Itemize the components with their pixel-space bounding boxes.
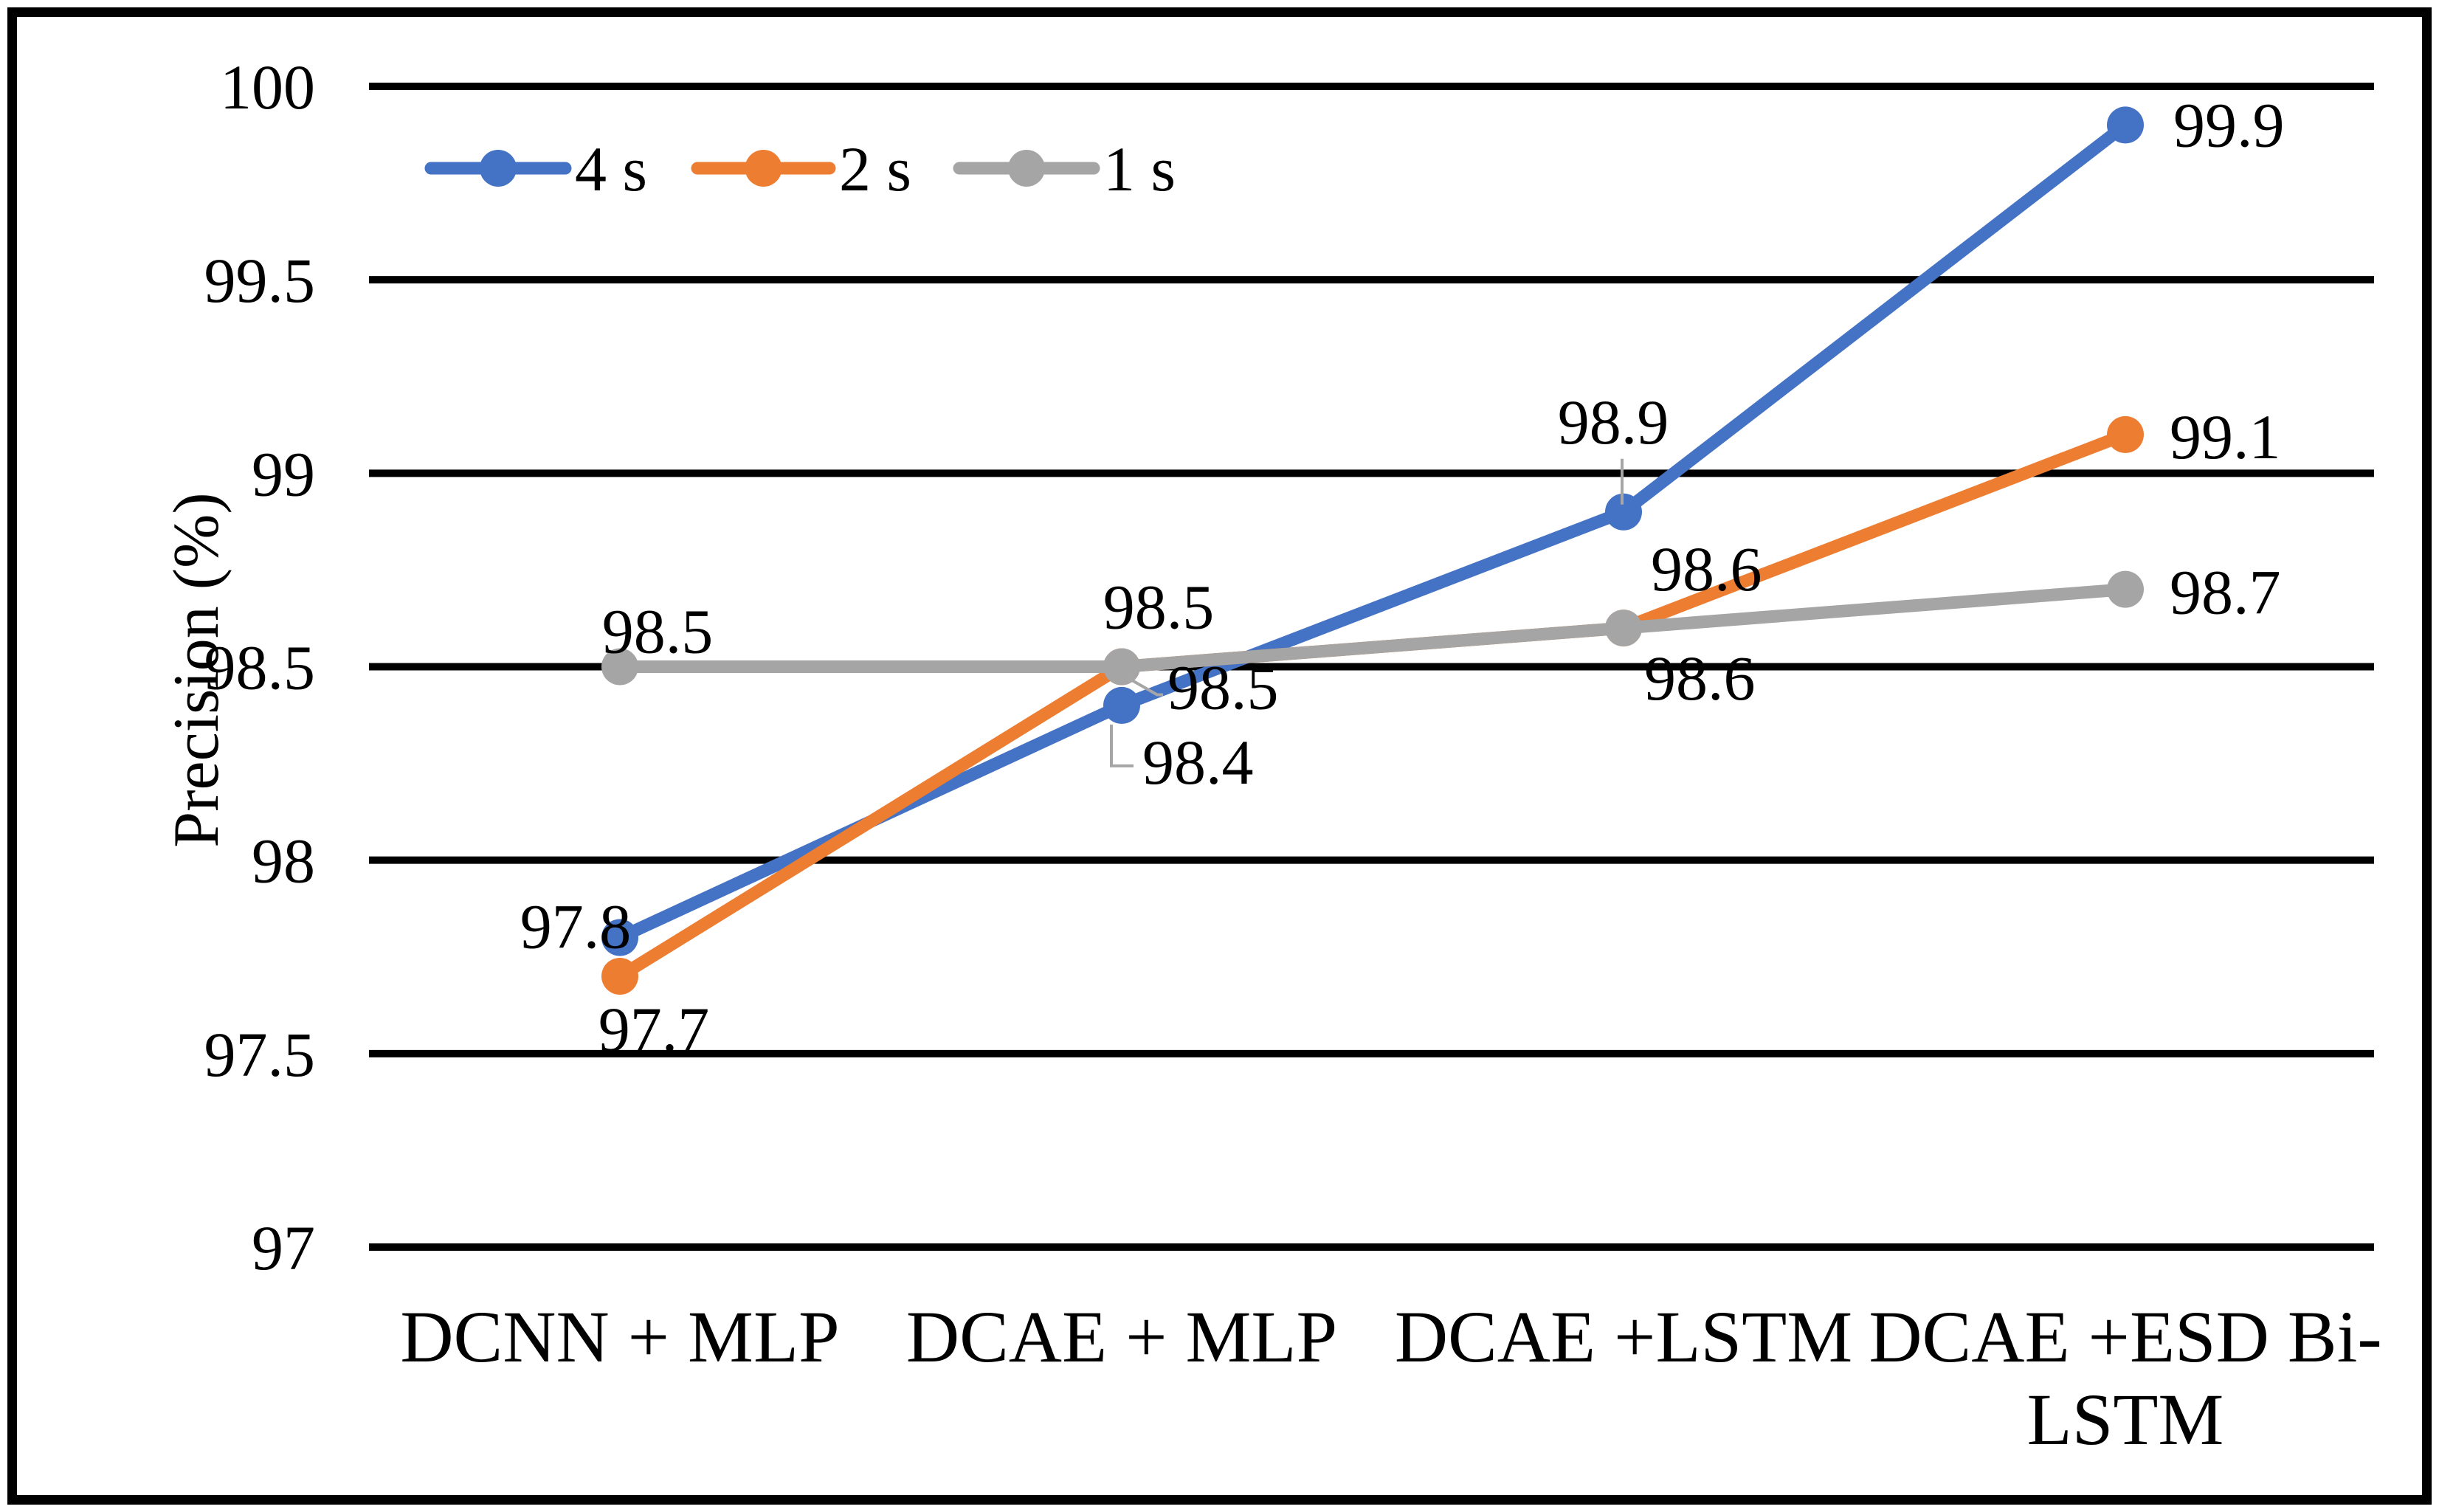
data-label: 99.1 xyxy=(2170,401,2281,472)
data-label: 97.7 xyxy=(598,994,710,1065)
category-label: DCAE +LSTM xyxy=(1395,1296,1852,1378)
label-leader-line xyxy=(1127,676,1163,697)
outer-border xyxy=(7,7,2432,1505)
data-labels-2s: 97.7 98.5 98.6 99.1 xyxy=(598,401,2281,1065)
plot-gridlines xyxy=(369,83,2374,1251)
category-label: DCAE +ESD Bi- xyxy=(1869,1296,2381,1378)
category-label: DCNN + MLP xyxy=(400,1296,839,1378)
y-tick-label-100: 100 xyxy=(220,52,315,122)
legend-item-2s: 2 s xyxy=(691,134,911,204)
y-tick-label-98: 98 xyxy=(252,826,315,897)
category-label: LSTM xyxy=(2027,1378,2224,1460)
data-point-marker-98.6 xyxy=(1605,610,1642,647)
legend-marker-icon xyxy=(480,150,517,187)
x-axis-category-labels: DCNN + MLP DCAE + MLP DCAE +LSTM DCAE +ESD … xyxy=(400,1296,2381,1460)
data-labels-1s: 98.5 98.5 98.6 98.7 xyxy=(602,557,2281,723)
data-label: 98.4 xyxy=(1142,727,1254,798)
data-point-marker-99.1 xyxy=(2107,415,2144,453)
data-label: 98.5 xyxy=(602,596,714,667)
data-label: 97.8 xyxy=(520,891,632,962)
data-point-marker-98.5 xyxy=(1103,648,1140,686)
data-label: 98.5 xyxy=(1167,652,1279,723)
y-tick-label-97: 97 xyxy=(252,1212,315,1283)
data-point-marker-99.9 xyxy=(2107,106,2144,144)
y-axis-tick-labels: 100 99.5 99 98.5 98 97.5 97 xyxy=(204,52,316,1283)
legend-label: 2 s xyxy=(839,134,911,204)
data-labels-4s: 97.8 98.4 98.9 99.9 xyxy=(520,89,2285,962)
legend: 4 s 2 s 1 s xyxy=(424,134,1176,204)
legend-marker-icon xyxy=(745,150,782,187)
data-point-marker-98.5 xyxy=(601,648,638,686)
y-tick-label-99: 99 xyxy=(252,438,315,509)
category-label: DCAE + MLP xyxy=(906,1296,1337,1378)
legend-item-1s: 1 s xyxy=(953,134,1176,204)
data-label: 99.9 xyxy=(2173,89,2285,160)
legend-label: 4 s xyxy=(575,134,647,204)
legend-item-4s: 4 s xyxy=(424,134,647,204)
label-leader-line xyxy=(1110,724,1134,767)
data-point-marker-98.4 xyxy=(1103,686,1140,724)
data-point-marker-98.7 xyxy=(2107,570,2144,608)
data-point-marker-98.9 xyxy=(1605,493,1642,531)
data-label: 98.6 xyxy=(1651,534,1762,604)
data-point-marker-97.7 xyxy=(601,957,638,995)
data-label: 98.9 xyxy=(1558,387,1669,458)
legend-marker-icon xyxy=(1008,150,1045,187)
series-line xyxy=(613,583,2132,673)
y-tick-label-99.5: 99.5 xyxy=(204,245,316,316)
legend-label: 1 s xyxy=(1103,134,1176,204)
data-label: 98.7 xyxy=(2170,557,2281,628)
series-1s xyxy=(601,570,2144,686)
data-label: 98.5 xyxy=(1103,572,1215,643)
data-point-marker-97.8 xyxy=(601,919,638,956)
y-axis-title: Precision (%) xyxy=(161,492,232,847)
data-label: 98.6 xyxy=(1644,643,1756,714)
y-tick-label-97.5: 97.5 xyxy=(204,1019,316,1090)
y-tick-label-98.5: 98.5 xyxy=(204,632,316,703)
